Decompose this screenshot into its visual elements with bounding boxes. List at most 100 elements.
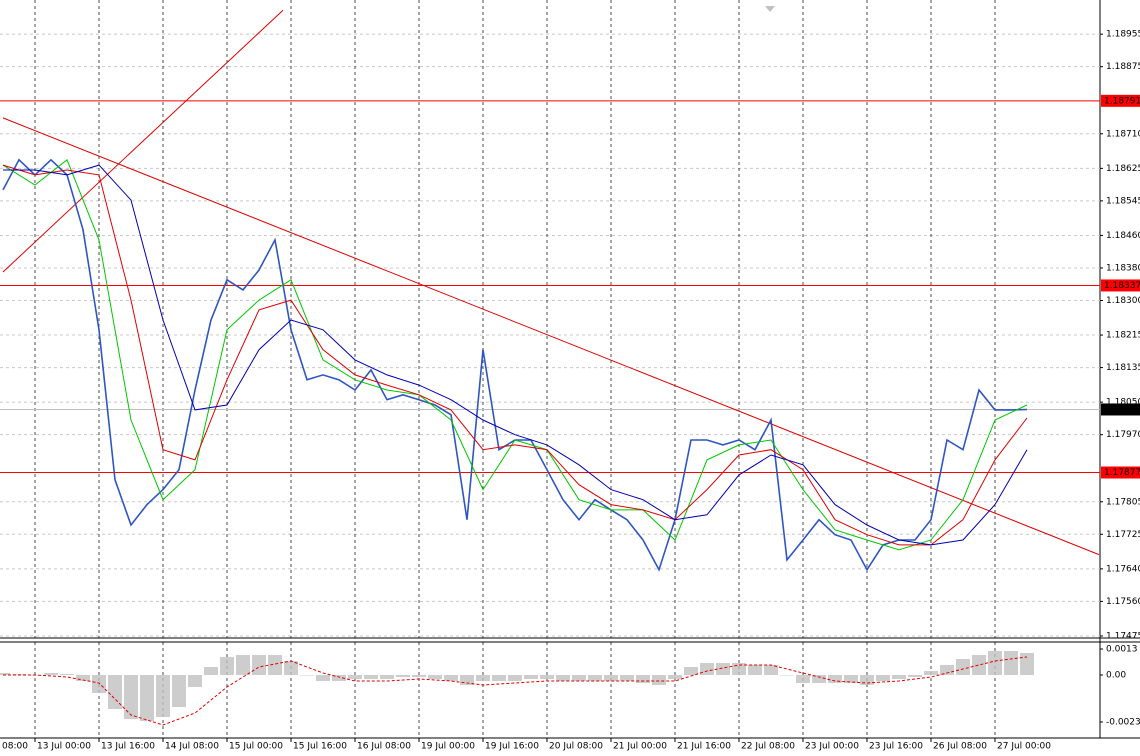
y-tick-label: 1.18545 [1106, 196, 1140, 206]
x-tick-label: 26 Jul 08:00 [933, 742, 987, 752]
y-tick-label: 1.17805 [1106, 497, 1140, 507]
trendline [2, 117, 1100, 556]
histogram-bar [620, 675, 634, 681]
y-tick-label: 1.17560 [1106, 597, 1140, 607]
level-label: 1.18791 [1104, 96, 1140, 106]
histogram-bar [172, 675, 186, 707]
x-tick-label: 23 Jul 16:00 [869, 742, 923, 752]
level-label-bg [1101, 466, 1140, 479]
histogram-bar [220, 657, 234, 675]
last-price-bg [1101, 403, 1140, 416]
histogram-bar [732, 663, 746, 675]
y-tick-label: 1.18625 [1106, 164, 1140, 174]
histogram-bar [412, 675, 426, 677]
histogram-bar [716, 663, 730, 675]
histogram-bar [156, 675, 170, 717]
level-label-bg [1101, 94, 1140, 107]
histogram-bar [364, 675, 378, 679]
histogram-bar [540, 675, 554, 679]
y-tick-label: 1.18875 [1106, 62, 1140, 72]
price-line [3, 164, 1028, 546]
histogram-bar [236, 655, 250, 675]
histogram-bar [652, 675, 666, 685]
y-tick-label: 1.18460 [1106, 231, 1140, 241]
y-tick-label: 1.18215 [1106, 331, 1140, 341]
histogram-bar [972, 655, 986, 675]
histogram-bar [828, 675, 842, 683]
histogram-bar [748, 665, 762, 675]
price-line [2, 164, 1028, 546]
histogram-bar [1020, 653, 1034, 675]
x-tick-label: 13 Jul 00:00 [37, 742, 91, 752]
histogram-bar [556, 675, 570, 681]
histogram-bar [508, 675, 522, 681]
x-tick-label: 14 Jul 08:00 [165, 742, 219, 752]
histogram-bar [684, 667, 698, 675]
trendline [2, 9, 284, 273]
histogram-bar [188, 675, 202, 687]
price-line [2, 158, 1028, 551]
y-tick-label: 0.00 [1106, 671, 1126, 681]
last-price-label: 1.18032 [1104, 405, 1140, 415]
histogram-bar [796, 675, 810, 683]
y-tick-label: 1.18300 [1106, 296, 1140, 306]
y-tick-label: 0.0013 [1106, 645, 1138, 655]
y-tick-label: 1.17475 [1106, 631, 1140, 641]
x-tick-label: 21 Jul 16:00 [677, 742, 731, 752]
histogram-bar [396, 675, 410, 677]
histogram-bar [636, 675, 650, 683]
x-tick-label: 15 Jul 00:00 [229, 742, 283, 752]
histogram-bar [44, 673, 58, 675]
histogram-bar [428, 675, 442, 679]
x-tick-label: 21 Jul 00:00 [613, 742, 667, 752]
histogram-bar [140, 675, 154, 721]
histogram-bar [892, 675, 906, 679]
x-tick-label: 19 Jul 00:00 [421, 742, 475, 752]
histogram-bar [956, 659, 970, 675]
histogram-bar [604, 675, 618, 681]
histogram-bar [316, 675, 330, 681]
level-label: 1.17877 [1104, 468, 1140, 478]
y-tick-label: 1.18050 [1106, 398, 1140, 408]
histogram-bar [764, 665, 778, 675]
shift-marker [765, 6, 775, 12]
x-tick-label: 23 Jul 00:00 [805, 742, 859, 752]
histogram-bar [940, 665, 954, 675]
y-tick-label: 1.18710 [1106, 129, 1140, 139]
x-tick-label: 16 Jul 08:00 [357, 742, 411, 752]
histogram-bar [988, 651, 1002, 675]
histogram-bar [476, 675, 490, 681]
level-label-bg [1101, 279, 1140, 292]
histogram-bar [780, 675, 794, 676]
y-tick-label: 1.17640 [1106, 564, 1140, 574]
histogram-bar [380, 675, 394, 679]
histogram-bar [908, 675, 922, 677]
histogram-bar [268, 655, 282, 675]
histogram-bar [1004, 651, 1018, 675]
histogram-bar [284, 661, 298, 675]
y-tick-label: 1.17970 [1106, 430, 1140, 440]
x-tick-label: 15 Jul 16:00 [293, 742, 347, 752]
histogram-bar [252, 655, 266, 675]
histogram-bar [588, 675, 602, 681]
histogram-bar [812, 675, 826, 683]
histogram-bar [108, 675, 122, 709]
x-tick-label: 22 Jul 08:00 [741, 742, 795, 752]
histogram-bar [0, 673, 10, 675]
histogram-bar [348, 675, 362, 679]
x-tick-label: 27 Jul 00:00 [997, 742, 1051, 752]
x-tick-label: 19 Jul 16:00 [485, 742, 539, 752]
histogram-bar [60, 674, 74, 675]
x-tick-label: 20 Jul 08:00 [549, 742, 603, 752]
histogram-bar [204, 667, 218, 675]
histogram-bar [860, 675, 874, 685]
histogram-bar [844, 675, 858, 683]
histogram-bar [124, 675, 138, 719]
histogram-bar [460, 675, 474, 685]
histogram-bar [572, 675, 586, 681]
y-tick-label: 1.18955 [1106, 30, 1140, 40]
histogram-bar [876, 675, 890, 681]
